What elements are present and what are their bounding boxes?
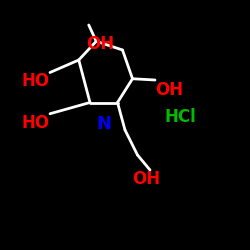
- Text: HO: HO: [21, 72, 50, 90]
- Text: OH: OH: [86, 35, 115, 53]
- Text: OH: OH: [132, 170, 160, 188]
- Text: N: N: [96, 115, 111, 133]
- Text: OH: OH: [155, 81, 183, 99]
- Text: HO: HO: [21, 114, 50, 132]
- Text: HCl: HCl: [165, 108, 197, 126]
